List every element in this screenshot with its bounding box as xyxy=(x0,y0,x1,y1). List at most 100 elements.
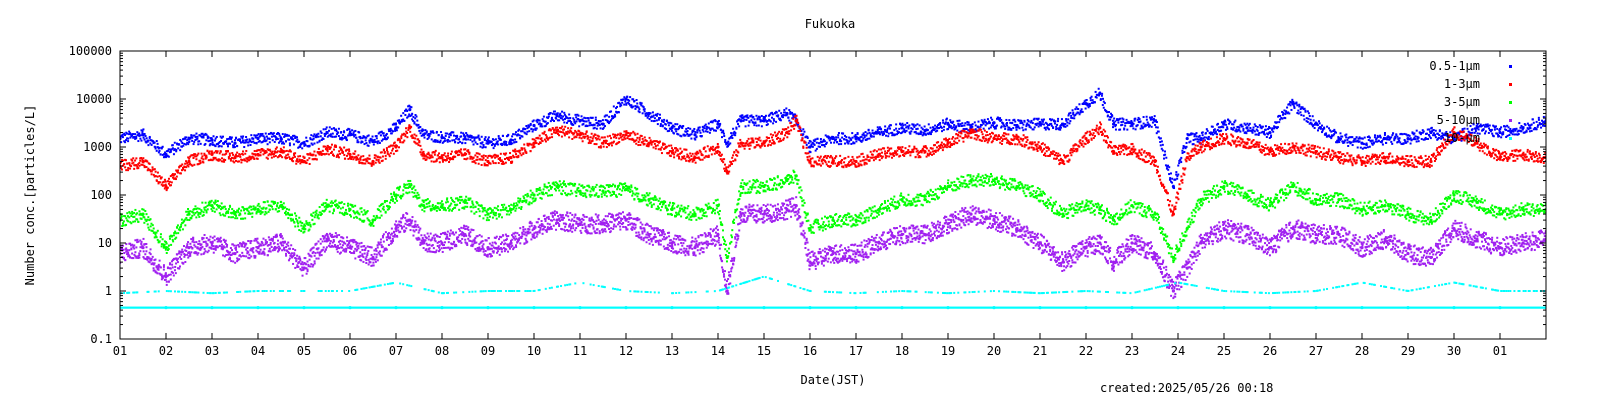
data-point xyxy=(1506,134,1509,137)
data-point xyxy=(937,127,940,130)
data-point xyxy=(703,127,706,130)
data-point xyxy=(628,138,631,141)
data-point xyxy=(1057,117,1060,120)
data-point xyxy=(272,135,275,138)
data-point xyxy=(634,105,637,108)
data-point xyxy=(783,108,786,111)
data-point xyxy=(516,134,519,137)
data-point xyxy=(935,146,938,149)
data-point xyxy=(1007,126,1010,129)
data-point xyxy=(757,124,760,127)
data-point xyxy=(685,159,688,162)
data-point xyxy=(645,112,648,115)
data-point xyxy=(1139,158,1142,161)
data-point xyxy=(1091,128,1094,131)
data-point xyxy=(690,137,693,140)
data-point xyxy=(884,130,887,133)
data-point xyxy=(435,159,438,162)
data-point xyxy=(919,156,922,159)
data-point xyxy=(1153,156,1156,159)
data-point xyxy=(130,133,133,136)
data-point xyxy=(1128,146,1131,149)
data-point xyxy=(822,140,825,143)
data-point xyxy=(910,130,913,133)
data-point xyxy=(655,119,658,122)
data-point xyxy=(421,154,424,157)
data-point xyxy=(1279,114,1282,117)
data-point xyxy=(732,132,735,135)
data-point xyxy=(928,132,931,135)
data-point xyxy=(1313,127,1316,130)
data-point xyxy=(680,158,683,161)
data-point xyxy=(262,140,265,143)
data-point xyxy=(942,121,945,124)
data-point xyxy=(936,129,939,132)
data-point xyxy=(299,144,302,147)
data-point xyxy=(1185,145,1188,148)
data-point xyxy=(573,132,576,135)
data-point xyxy=(542,120,545,123)
data-point xyxy=(1014,120,1017,123)
data-point xyxy=(467,149,470,152)
data-point xyxy=(679,134,682,137)
data-point xyxy=(158,181,161,184)
data-point xyxy=(605,146,608,149)
data-point xyxy=(490,144,493,147)
data-point xyxy=(1461,128,1464,131)
data-point xyxy=(377,140,380,143)
data-point xyxy=(664,123,667,126)
data-point xyxy=(393,141,396,144)
data-point xyxy=(184,162,187,165)
data-point xyxy=(1159,141,1162,144)
data-point xyxy=(912,150,915,153)
data-point xyxy=(132,157,135,160)
data-point xyxy=(389,129,392,132)
data-point xyxy=(769,120,772,123)
data-point xyxy=(847,142,850,145)
data-point xyxy=(778,130,781,133)
data-point xyxy=(748,120,751,123)
data-point xyxy=(555,113,558,116)
data-point xyxy=(533,145,536,148)
data-point xyxy=(283,135,286,138)
data-point xyxy=(499,138,502,141)
data-point xyxy=(667,124,670,127)
data-point xyxy=(659,123,662,126)
data-point xyxy=(766,119,769,122)
data-point xyxy=(850,159,853,162)
data-point xyxy=(339,131,342,134)
data-point xyxy=(868,159,871,162)
data-point xyxy=(1299,111,1302,114)
data-point xyxy=(922,132,925,135)
data-point xyxy=(582,120,585,123)
data-point xyxy=(711,121,714,124)
data-point xyxy=(1508,129,1511,132)
data-point xyxy=(1321,129,1324,132)
data-point xyxy=(961,129,964,132)
data-point xyxy=(1070,116,1073,119)
data-point xyxy=(958,125,961,128)
data-point xyxy=(967,129,970,132)
data-point xyxy=(1041,120,1044,123)
data-point xyxy=(831,162,834,165)
data-point xyxy=(1144,155,1147,158)
data-point xyxy=(367,144,370,147)
data-point xyxy=(882,130,885,133)
data-point xyxy=(903,128,906,131)
data-point xyxy=(982,136,985,139)
data-point xyxy=(1282,113,1285,116)
data-point xyxy=(704,130,707,133)
data-point xyxy=(360,155,363,158)
data-point xyxy=(1482,128,1485,131)
data-point xyxy=(1046,126,1049,129)
data-point xyxy=(1140,153,1143,156)
data-point xyxy=(125,139,128,142)
data-point xyxy=(660,152,663,155)
data-point xyxy=(629,104,632,107)
data-point xyxy=(749,144,752,147)
data-point xyxy=(719,122,722,125)
data-point xyxy=(1310,123,1313,126)
data-point xyxy=(697,128,700,131)
data-point xyxy=(513,156,516,159)
data-point xyxy=(278,132,281,135)
